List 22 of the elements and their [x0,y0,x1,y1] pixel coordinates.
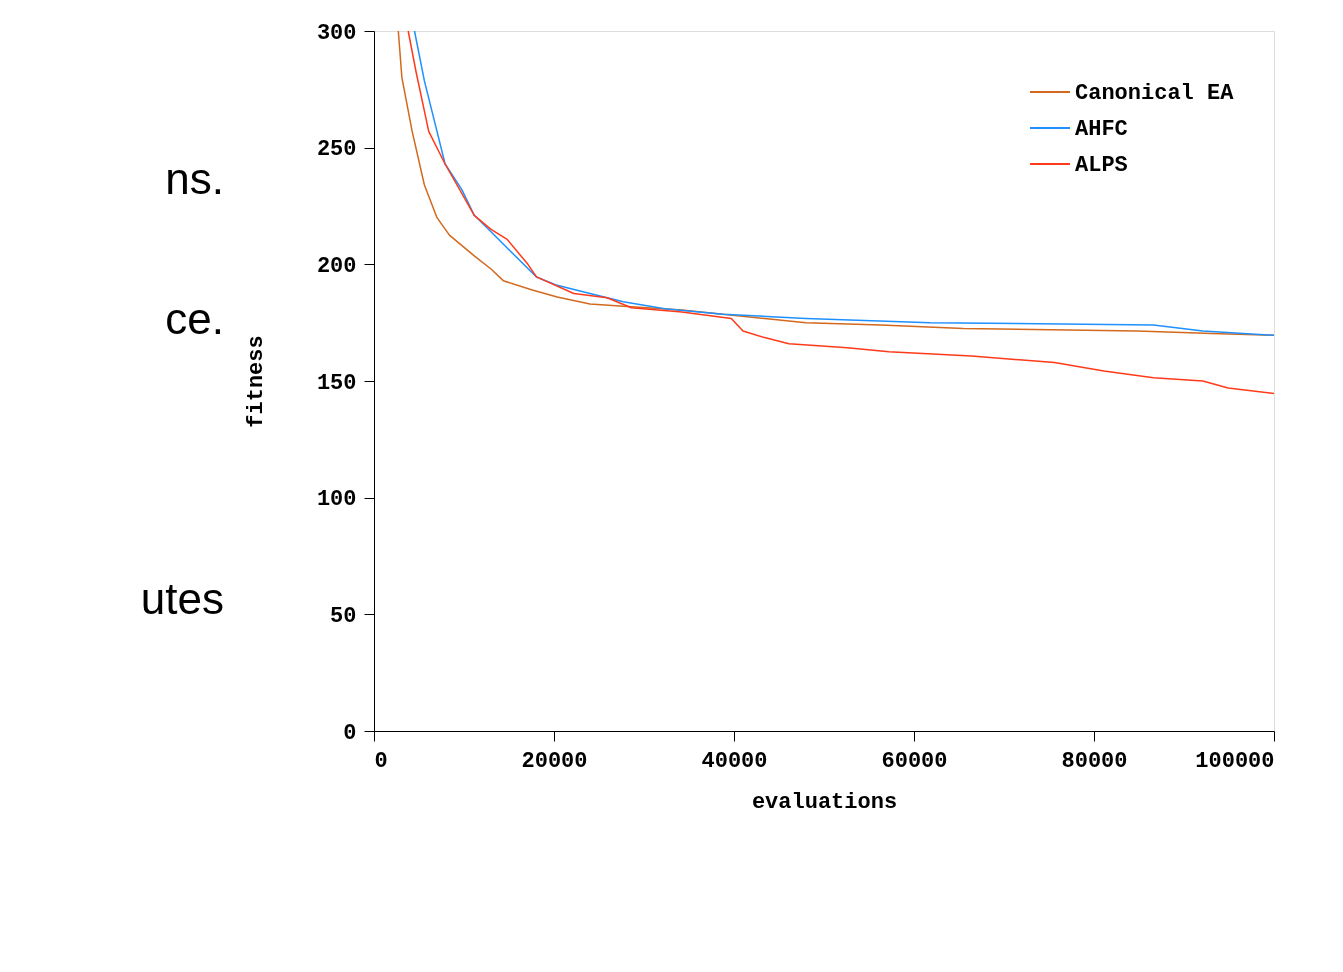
y-tick-label: 200 [316,253,357,279]
y-tick-label: 250 [316,137,357,163]
legend-label: AHFC [1075,117,1128,142]
text: ce. [165,294,224,343]
x-tick-label: 40000 [701,748,768,774]
y-tick-label: 50 [330,603,357,629]
y-tick-label: 0 [343,720,357,746]
legend-label: ALPS [1075,153,1128,178]
y-tick-label: 150 [316,370,357,396]
x-tick-label: 100000 [1195,748,1275,774]
y-tick-label: 100 [316,487,357,513]
x-axis-title: evaluations [751,789,898,815]
x-tick-label: 60000 [881,748,948,774]
line-series [407,30,1275,395]
x-tick-label: 20000 [521,748,588,774]
text: utes [140,574,224,623]
legend-label: Canonical EA [1075,81,1235,106]
y-tick-label: 300 [316,20,357,46]
x-tick-label: 0 [374,748,388,774]
text: ns. [165,154,224,203]
x-tick-label: 80000 [1061,748,1128,774]
y-axis-title: fitness [243,335,269,428]
